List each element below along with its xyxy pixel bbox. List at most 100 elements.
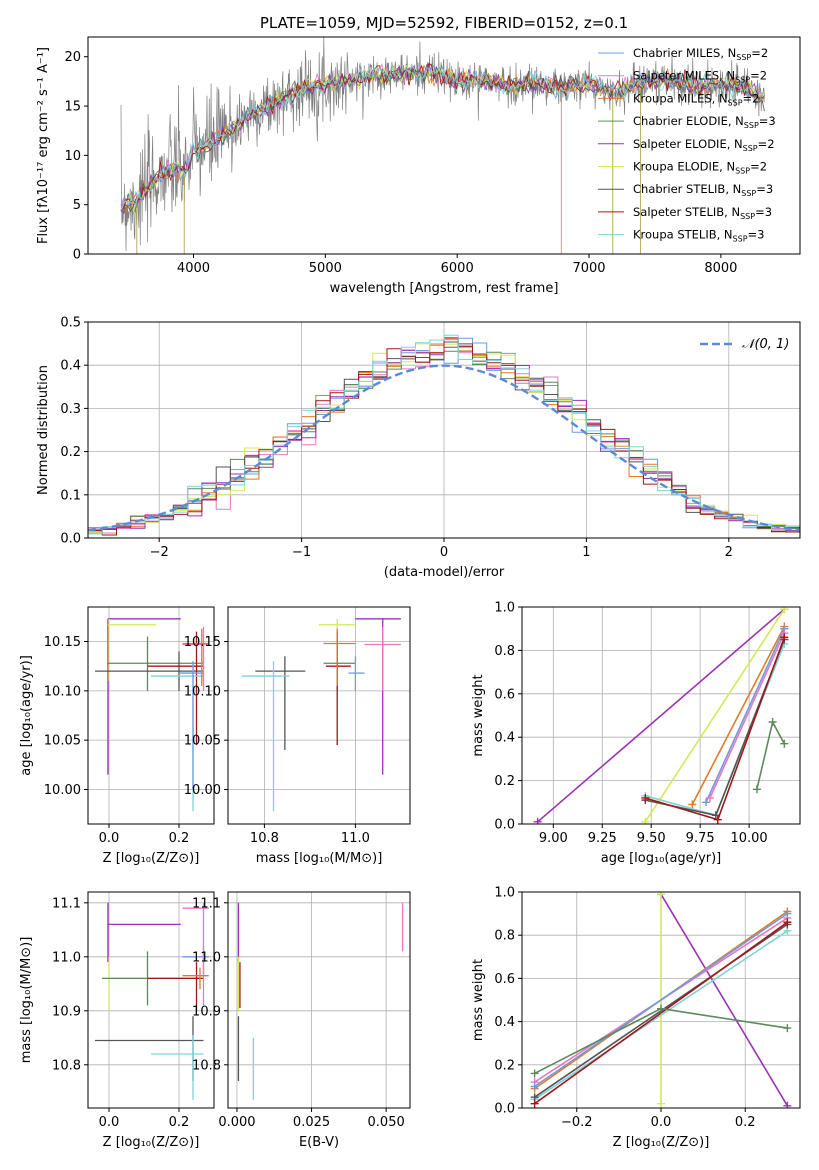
x-tick-label: 9.50 — [637, 831, 666, 846]
y-tick-label: 1.0 — [494, 601, 515, 616]
x-tick-label: 9.00 — [539, 831, 568, 846]
y-axis-label: mass weight — [471, 674, 486, 756]
weight-marker — [780, 633, 789, 642]
y-tick-label: 0.1 — [60, 488, 81, 503]
model-line-8 — [120, 63, 765, 211]
y-tick-label: 0.0 — [494, 818, 515, 833]
y-tick-label: 0.4 — [494, 1015, 515, 1030]
x-tick-label: 8000 — [704, 261, 737, 276]
x-axis-label: Z [log₁₀(Z/Z⊙)] — [103, 851, 200, 866]
x-tick-label: 0.0 — [99, 1115, 120, 1130]
errorbar-point — [255, 656, 306, 751]
axes-frame — [227, 891, 411, 1109]
x-axis-label: mass [log₁₀(M/M⊙)] — [256, 851, 383, 866]
legend-entry: Salpeter STELIB, NSSP=3 — [633, 205, 772, 221]
errorbar-point — [323, 628, 356, 686]
errorbar-point — [355, 618, 401, 775]
errorbar-point — [364, 626, 401, 691]
x-tick-label: 6000 — [441, 261, 474, 276]
weight-marker — [702, 798, 711, 807]
axes-frame — [87, 606, 215, 825]
histogram-7 — [88, 337, 800, 536]
legend: Chabrier MILES, NSSP=2 Salpeter MILES, NS… — [598, 46, 776, 244]
plot-area — [95, 618, 209, 812]
y-tick-label: 11.1 — [52, 896, 81, 911]
y-tick-label: 11.0 — [52, 950, 81, 965]
y-tick-label: 0.5 — [60, 316, 81, 331]
y-tick-label: 10.15 — [44, 635, 81, 650]
errorbar-point — [323, 636, 356, 691]
x-tick-label: 0.2 — [735, 1115, 756, 1130]
weight-marker — [657, 892, 665, 899]
weight-line-4 — [709, 632, 786, 799]
y-tick-label: 0.3 — [60, 402, 81, 417]
x-axis-label: E(B-V) — [299, 1135, 339, 1150]
y-tick-label: 0.4 — [494, 731, 515, 746]
normal-curve — [88, 364, 800, 532]
errorbar-point — [182, 626, 209, 691]
model-line-6 — [120, 63, 765, 213]
weight-marker — [711, 811, 720, 820]
weight-marker — [768, 718, 777, 727]
x-tick-label: 11.0 — [341, 831, 370, 846]
weight-line-7 — [534, 921, 788, 1105]
y-tick-label: 10.00 — [184, 783, 221, 798]
weight-marker — [705, 793, 714, 802]
y-tick-label: 0.2 — [494, 1058, 515, 1073]
x-tick-label: 10.8 — [250, 831, 279, 846]
weight-marker — [530, 1099, 539, 1108]
legend-entry: Salpeter MILES, NSSP=2 — [633, 69, 767, 85]
errorbar-point — [107, 636, 204, 691]
errorbar-point — [95, 651, 204, 691]
weight-line-3 — [705, 628, 786, 803]
legend-entry: Chabrier STELIB, NSSP=3 — [633, 182, 773, 198]
y-tick-label: 10.05 — [184, 734, 221, 749]
x-axis-label: Z [log₁₀(Z/Z⊙)] — [103, 1135, 200, 1150]
panel-residuals: −2 −1 0 1 2 0.0 0.1 0.2 0.3 0.4 0.5 (data-model)/er… — [36, 316, 801, 580]
y-axis-label: Normed distribution — [36, 365, 51, 495]
panel-mass_vs_ebv: 0.000 0.025 0.050 10.8 10.9 11.0 11.1 E(B-V) — [192, 891, 411, 1150]
y-tick-label: 10 — [64, 149, 81, 164]
weight-marker — [783, 918, 792, 927]
y-tick-label: 10.8 — [192, 1058, 221, 1073]
x-tick-label: 0.2 — [169, 1115, 190, 1130]
x-tick-label: 0.025 — [293, 1115, 330, 1130]
legend-entry: Chabrier MILES, NSSP=2 — [633, 46, 768, 62]
x-tick-label: 2 — [725, 545, 733, 560]
x-tick-label: 9.75 — [686, 831, 715, 846]
x-tick-label: 0.0 — [99, 831, 120, 846]
plot-area — [533, 607, 789, 824]
x-tick-label: 1 — [582, 545, 590, 560]
errorbar-point — [182, 628, 209, 686]
plot-area — [530, 892, 792, 1108]
y-tick-label: 0 — [73, 248, 81, 263]
x-tick-label: 0.0 — [651, 1115, 672, 1130]
histogram-8 — [88, 334, 800, 535]
y-tick-label: 11.0 — [192, 950, 221, 965]
axes-frame — [521, 606, 801, 825]
weight-marker — [530, 1082, 539, 1091]
weight-line-4 — [534, 912, 788, 1088]
plot-area — [120, 37, 765, 254]
errorbar-point — [147, 962, 204, 1011]
errorbar-point — [151, 1035, 204, 1100]
y-axis-label: mass [log₁₀(M/M⊙)] — [19, 937, 34, 1064]
weight-line-7 — [645, 637, 786, 821]
y-tick-label: 10.10 — [184, 684, 221, 699]
errorbar-point — [348, 656, 365, 691]
panel-spectrum: 4000 5000 6000 7000 8000 0 5 10 15 20 wavelength [… — [36, 36, 801, 296]
weight-marker — [783, 1024, 792, 1033]
y-tick-label: 10.00 — [44, 783, 81, 798]
x-tick-label: 7000 — [572, 261, 605, 276]
legend-entry: 𝒩(0, 1) — [742, 337, 789, 352]
weight-line-0 — [660, 893, 789, 1107]
weight-marker — [530, 1069, 539, 1078]
x-tick-label: 5000 — [309, 261, 342, 276]
legend-entry: Chabrier ELODIE, NSSP=3 — [633, 114, 776, 130]
y-tick-label: 0.2 — [494, 774, 515, 789]
errorbar-point — [241, 661, 290, 812]
plot-area — [88, 334, 800, 536]
weight-line-0 — [537, 608, 785, 823]
y-tick-label: 5 — [73, 198, 81, 213]
